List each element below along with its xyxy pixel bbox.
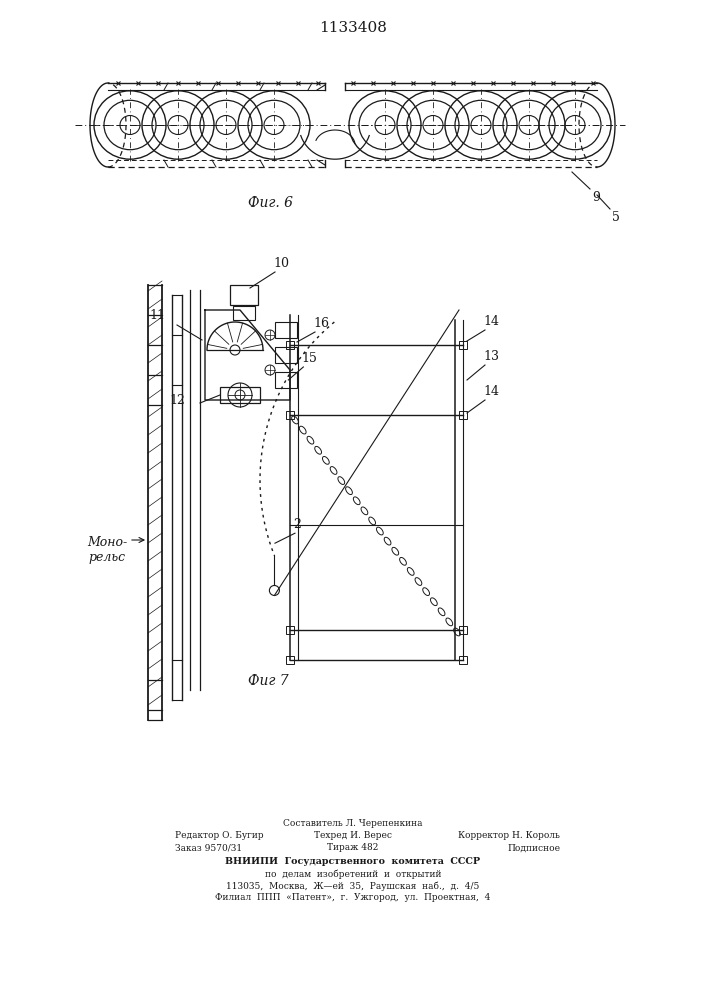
Bar — [230, 285, 258, 305]
Text: 15: 15 — [301, 352, 317, 365]
Bar — [459, 411, 467, 419]
Text: 9: 9 — [592, 191, 600, 204]
Bar — [286, 411, 294, 419]
Text: 10: 10 — [273, 257, 289, 270]
Bar — [459, 341, 467, 349]
Text: 16: 16 — [313, 317, 329, 330]
Text: 113035,  Москва,  Ж—ей  35,  Раушская  наб.,  д.  4/5: 113035, Москва, Ж—ей 35, Раушская наб., … — [226, 881, 479, 891]
Text: 13: 13 — [483, 350, 499, 363]
Text: Тираж 482: Тираж 482 — [327, 844, 379, 852]
Text: Филиал  ППП  «Патент»,  г.  Ужгород,  ул.  Проектная,  4: Филиал ППП «Патент», г. Ужгород, ул. Про… — [216, 894, 491, 902]
Bar — [459, 626, 467, 634]
Bar — [275, 347, 297, 363]
Bar — [286, 626, 294, 634]
Bar — [275, 372, 297, 388]
Text: Заказ 9570/31: Заказ 9570/31 — [175, 844, 242, 852]
Text: Техред И. Верес: Техред И. Верес — [314, 832, 392, 840]
Text: 5: 5 — [612, 211, 620, 224]
Text: Корректор Н. Король: Корректор Н. Король — [458, 832, 560, 840]
Text: Подписное: Подписное — [507, 844, 560, 852]
Bar — [220, 387, 260, 403]
Bar — [459, 656, 467, 664]
Text: 1133408: 1133408 — [319, 21, 387, 35]
Text: 2: 2 — [293, 518, 301, 531]
Text: 11: 11 — [149, 309, 165, 322]
Bar — [233, 306, 255, 320]
Text: Фиг. 6: Фиг. 6 — [248, 196, 293, 210]
Text: Составитель Л. Черепенкина: Составитель Л. Черепенкина — [284, 820, 423, 828]
Bar — [286, 341, 294, 349]
Text: Фиг 7: Фиг 7 — [248, 674, 288, 688]
Text: 12: 12 — [169, 394, 185, 408]
Text: по  делам  изобретений  и  открытий: по делам изобретений и открытий — [264, 869, 441, 879]
Bar — [286, 656, 294, 664]
Text: 14: 14 — [483, 385, 499, 398]
Text: 14: 14 — [483, 315, 499, 328]
Text: Моно-
рельс: Моно- рельс — [87, 536, 127, 564]
Text: ВНИИПИ  Государственного  комитета  СССР: ВНИИПИ Государственного комитета СССР — [226, 857, 481, 866]
Text: Редактор О. Бугир: Редактор О. Бугир — [175, 832, 264, 840]
Bar — [275, 322, 297, 338]
